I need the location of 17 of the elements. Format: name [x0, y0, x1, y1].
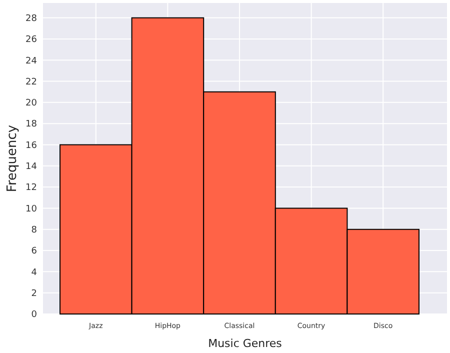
- y-tick-label: 24: [26, 56, 38, 66]
- y-tick-label: 8: [31, 226, 38, 236]
- x-axis-title: Music Genres: [208, 337, 282, 350]
- y-axis-title: Frequency: [5, 124, 20, 192]
- y-tick-label: 16: [26, 140, 38, 151]
- y-tick-label: 6: [31, 246, 38, 257]
- y-tick-label: 20: [26, 98, 38, 109]
- y-tick-label: 28: [26, 14, 38, 24]
- y-tick-label: 26: [26, 35, 38, 46]
- y-tick-label: 22: [26, 77, 37, 88]
- y-tick-label: 10: [26, 204, 38, 214]
- y-tick-label: 12: [26, 183, 37, 194]
- y-tick-label: 2: [31, 288, 37, 299]
- y-tick-label: 0: [31, 310, 38, 320]
- y-tick-label: 14: [26, 162, 38, 172]
- y-tick-label: 18: [26, 120, 38, 130]
- y-tick-label: 4: [31, 268, 38, 278]
